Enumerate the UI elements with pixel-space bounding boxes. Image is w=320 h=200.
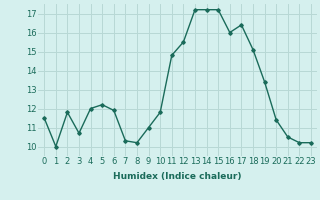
X-axis label: Humidex (Indice chaleur): Humidex (Indice chaleur) bbox=[113, 172, 242, 181]
